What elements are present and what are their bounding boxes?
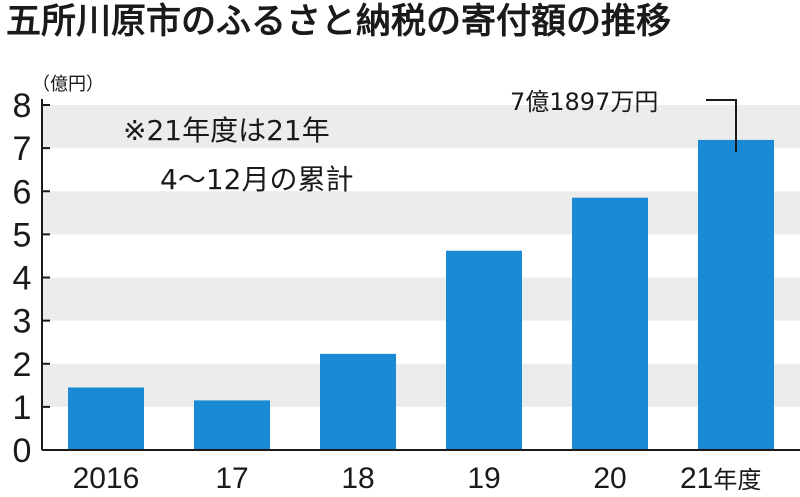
y-tick-label: 1 (13, 389, 32, 427)
y-tick-label: 3 (13, 303, 32, 341)
x-axis: 2016 17 18 19 20 21年度 (42, 449, 800, 495)
x-tick-label: 21年度 (680, 462, 761, 495)
chart-title: 五所川原市のふるさと納税の寄付額の推移 (6, 2, 672, 42)
callout-label: 7億1897万円 (510, 88, 658, 116)
x-tick-label: 2016 (73, 462, 140, 495)
bar-20 (572, 197, 648, 450)
callout-leader-line (706, 99, 737, 152)
bar-21 (698, 139, 774, 450)
y-tick-label: 7 (13, 130, 32, 168)
y-tick-label: 6 (13, 173, 32, 211)
background-band (42, 363, 800, 407)
y-tick-label: 2 (13, 346, 32, 384)
y-axis-unit-label: （億円） (32, 74, 104, 95)
note-line-1: ※21年度は21年 (123, 114, 330, 147)
bar-18 (320, 353, 396, 450)
note-line-2: 4～12月の累計 (160, 163, 353, 196)
background-band (42, 105, 800, 149)
bars (68, 139, 774, 450)
bar-2016 (68, 387, 144, 450)
x-tick-label: 18 (341, 462, 374, 495)
bar-19 (446, 250, 522, 450)
y-tick-label: 4 (13, 260, 32, 298)
y-axis: 0 1 2 3 4 5 6 7 8 (13, 87, 50, 470)
x-tick-label: 20 (593, 462, 626, 495)
y-tick-label: 0 (13, 432, 32, 470)
x-tick-label: 17 (215, 462, 248, 495)
background-bands (42, 105, 800, 407)
bar-17 (194, 400, 270, 450)
background-band (42, 191, 800, 235)
y-tick-label: 5 (13, 216, 32, 254)
background-band (42, 277, 800, 321)
y-tick-label: 8 (13, 87, 32, 125)
x-tick-label: 19 (467, 462, 500, 495)
